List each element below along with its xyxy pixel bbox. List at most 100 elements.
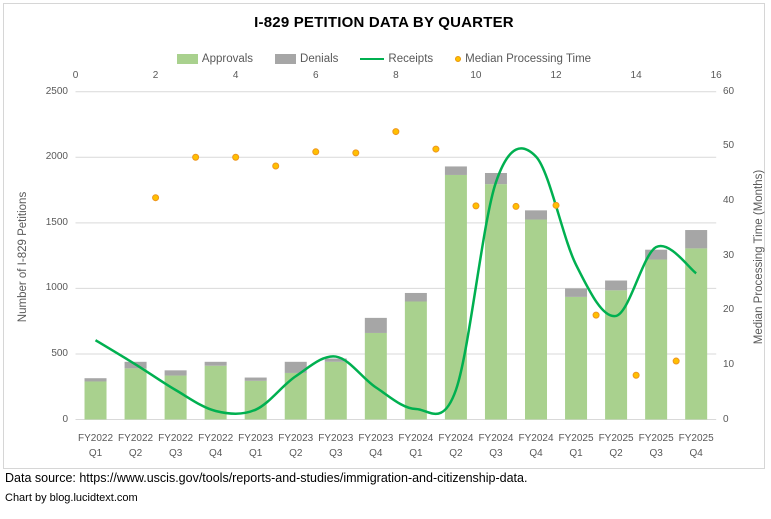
median-processing-dot — [632, 371, 640, 379]
legend-item-receipts: Receipts — [360, 53, 433, 65]
top-axis-tick: 10 — [470, 70, 482, 81]
category-label: FY2024 Q1 — [398, 432, 434, 459]
legend-item-median-processing-time: Median Processing Time — [455, 53, 591, 65]
approvals-bar — [204, 365, 227, 420]
denials-bar — [364, 317, 387, 333]
category-label: FY2022 Q2 — [118, 432, 154, 459]
approvals-bar — [525, 219, 548, 420]
category-label: FY2025 Q4 — [678, 432, 714, 459]
top-axis-tick: 8 — [393, 70, 399, 81]
right-axis-tick: 40 — [723, 194, 735, 206]
approvals-bar — [484, 184, 507, 420]
legend-item-denials: Denials — [275, 53, 338, 65]
category-label: FY2025 Q3 — [638, 432, 674, 459]
median-processing-dot — [592, 311, 600, 319]
left-axis-tick: 2000 — [45, 151, 68, 163]
right-axis-tick: 50 — [723, 140, 735, 152]
denials-bar — [605, 280, 628, 291]
left-axis-tick: 1000 — [45, 282, 68, 294]
denials-bar — [645, 249, 668, 260]
median-processing-dot — [152, 194, 160, 202]
bar-swatch — [176, 54, 198, 64]
category-label: FY2023 Q4 — [358, 432, 394, 459]
left-axis-tick: 1500 — [45, 216, 68, 228]
approvals-bar — [164, 375, 187, 420]
chart-credit-text: Chart by blog.lucidtext.com — [5, 492, 138, 504]
median-processing-dot — [672, 357, 680, 365]
legend: Approvals Denials Receipts Median Processin… — [4, 49, 764, 69]
top-axis-tick: 6 — [312, 70, 319, 81]
denials-bar — [525, 210, 548, 220]
right-axis-tick: 60 — [723, 85, 735, 97]
median-processing-dot — [312, 148, 320, 156]
left-axis-title: Number of I-829 Petitions — [17, 191, 29, 323]
left-axis-tick: 500 — [51, 347, 68, 359]
denials-bar — [244, 377, 267, 381]
category-label: FY2023 Q1 — [238, 432, 274, 459]
category-label: FY2024 Q2 — [438, 432, 474, 459]
category-label: FY2025 Q2 — [598, 432, 634, 459]
median-processing-dot — [432, 145, 440, 153]
median-processing-dot — [272, 162, 280, 170]
denials-bar — [84, 378, 107, 382]
category-label: FY2022 Q3 — [158, 432, 194, 459]
approvals-bar — [84, 381, 107, 420]
category-label: FY2022 Q1 — [78, 432, 114, 459]
legend-label: Denials — [300, 53, 339, 65]
approvals-bar — [605, 290, 628, 420]
category-label: FY2024 Q4 — [518, 432, 554, 459]
median-processing-dot — [232, 153, 240, 161]
denials-bar — [565, 288, 588, 297]
legend-item-approvals: Approvals — [176, 53, 254, 65]
plot-canvas — [75, 91, 717, 420]
median-processing-dot — [192, 153, 200, 161]
approvals-bar — [645, 259, 668, 420]
approvals-bar — [244, 380, 267, 420]
legend-label: Receipts — [388, 53, 434, 65]
category-label: FY2022 Q4 — [198, 432, 234, 459]
receipts-line — [94, 147, 697, 415]
left-axis-tick: 0 — [62, 413, 68, 425]
top-axis-tick: 12 — [550, 70, 562, 81]
data-source-text: Data source: https://www.uscis.gov/tools… — [5, 471, 528, 485]
median-processing-dot — [352, 149, 360, 157]
denials-bar — [324, 358, 347, 362]
approvals-bar — [324, 361, 347, 420]
denials-bar — [284, 361, 307, 373]
top-axis-tick: 0 — [72, 70, 79, 81]
category-label: FY2023 Q2 — [278, 432, 314, 459]
approvals-bar — [444, 174, 467, 420]
category-label: FY2024 Q3 — [478, 432, 514, 459]
median-processing-dot — [472, 202, 480, 210]
median-processing-dot — [552, 201, 560, 209]
approvals-bar — [284, 372, 307, 420]
denials-bar — [685, 230, 708, 249]
median-processing-dot — [392, 128, 400, 136]
approvals-bar — [404, 301, 427, 420]
top-axis-tick: 14 — [630, 70, 642, 81]
approvals-bar — [685, 248, 708, 420]
line-swatch — [360, 57, 385, 61]
denials-bar — [204, 361, 227, 366]
approvals-bar — [124, 368, 147, 420]
right-axis-tick: 30 — [723, 249, 735, 261]
category-label: FY2025 Q1 — [558, 432, 594, 459]
right-axis-tick: 0 — [723, 413, 729, 425]
denials-bar — [444, 166, 467, 175]
approvals-bar — [565, 296, 588, 420]
approvals-bar — [364, 332, 387, 420]
right-axis-tick: 10 — [723, 358, 735, 370]
dot-swatch — [455, 56, 462, 62]
right-axis-tick: 20 — [723, 304, 735, 316]
top-axis-tick: 4 — [232, 70, 239, 81]
chart-area: I-829 PETITION DATA BY QUARTER Approvals… — [3, 3, 765, 469]
legend-label: Approvals — [201, 53, 254, 65]
category-label: FY2023 Q3 — [318, 432, 354, 459]
denials-bar — [404, 292, 427, 302]
top-axis-tick: 2 — [152, 70, 159, 81]
right-axis-title: Median Processing Time (Months) — [753, 169, 765, 345]
top-axis-tick: 16 — [710, 70, 722, 81]
legend-label: Median Processing Time — [465, 53, 592, 65]
median-processing-dot — [512, 202, 520, 210]
